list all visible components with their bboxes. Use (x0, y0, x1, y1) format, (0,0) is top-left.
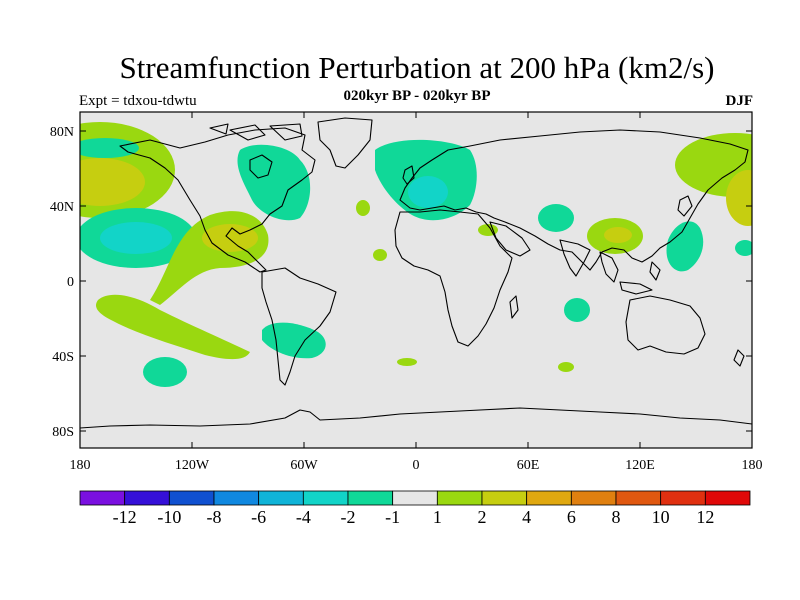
colorbar-swatch (570, 490, 617, 506)
contour-region (558, 362, 574, 372)
lat-tick-label: 80S (52, 425, 74, 440)
contour-region (408, 176, 448, 208)
lon-tick-label: 120W (175, 458, 210, 473)
axes: 80N 40N 0 40S 80S 180 120W 60W 0 60E 120E 180 (50, 112, 763, 473)
coastline-madagascar (509, 295, 519, 319)
colorbar-label: 2 (478, 507, 487, 527)
colorbar-label: -6 (251, 507, 266, 527)
lon-tick-label: 180 (742, 458, 763, 473)
lon-tick-label: 0 (413, 458, 420, 473)
contour-region (202, 224, 258, 252)
colorbar-swatch (436, 490, 483, 506)
colorbar-label: -8 (207, 507, 222, 527)
colorbar-swatch (660, 490, 706, 506)
contour-region (564, 298, 590, 322)
contour-region (100, 222, 172, 254)
colorbar-swatch (213, 490, 260, 506)
coastline-new-zealand (733, 349, 745, 367)
colorbar-swatch (615, 490, 662, 506)
colorbar-swatch (258, 490, 304, 506)
contour-region (262, 322, 326, 359)
colorbar-swatch (302, 490, 349, 506)
contour-region (735, 240, 752, 256)
coastline-arctic-islands (209, 123, 303, 141)
colorbar-swatch (79, 490, 126, 506)
contour-region (604, 227, 632, 243)
coastline-india (559, 239, 591, 277)
map-title: Streamfunction Perturbation at 200 hPa (… (119, 50, 715, 85)
coastline-south-america (261, 267, 337, 386)
lat-tick-label: 0 (67, 275, 74, 290)
colorbar: -12 -10 -8 -6 -4 -2 -1 1 2 4 6 8 10 12 (79, 490, 751, 527)
colorbar-swatch (481, 490, 528, 506)
lon-tick-label: 120E (625, 458, 655, 473)
colorbar-swatch (347, 490, 394, 506)
coastline-antarctica (80, 407, 752, 429)
contour-region (80, 158, 145, 206)
colorbar-label: 4 (522, 507, 531, 527)
colorbar-swatch (168, 490, 215, 506)
coastline-africa (394, 209, 513, 347)
coastline-australia (625, 295, 706, 355)
coastline-eurasia (399, 129, 749, 271)
lon-tick-label: 180 (70, 458, 91, 473)
contour-region (397, 358, 417, 366)
colorbar-swatch (124, 490, 170, 506)
coastlines (80, 117, 752, 429)
contour-region (80, 138, 139, 158)
colorbar-swatch (392, 490, 438, 506)
map-subtitle: 020kyr BP - 020kyr BP (343, 88, 491, 104)
colorbar-label: -4 (296, 507, 311, 527)
colorbar-swatch (704, 490, 751, 506)
colorbar-label: 12 (696, 507, 714, 527)
contour-region (95, 294, 250, 360)
coastline-hudson-bay (249, 154, 273, 179)
season-label: DJF (725, 93, 754, 109)
colorbar-swatch (526, 490, 572, 506)
lon-tick-label: 60E (517, 458, 540, 473)
coastline-north-america (119, 127, 316, 273)
contour-region (356, 200, 370, 216)
colorbar-label: 6 (567, 507, 576, 527)
coastline-british-isles (402, 165, 415, 185)
lat-tick-label: 40S (52, 350, 74, 365)
contour-region (373, 249, 387, 261)
contour-region (237, 144, 311, 221)
colorbar-label: 10 (652, 507, 670, 527)
lon-tick-label: 60W (290, 458, 318, 473)
coastline-japan (677, 195, 693, 217)
colorbar-label: -10 (157, 507, 181, 527)
coastline-arabia (489, 221, 531, 257)
colorbar-label: -1 (385, 507, 400, 527)
colorbar-label: -12 (113, 507, 137, 527)
coastline-greenland (317, 117, 373, 169)
colorbar-label: -2 (341, 507, 356, 527)
lat-tick-label: 40N (50, 200, 74, 215)
coastline-southeast-asia (599, 251, 661, 295)
colorbar-label: 8 (612, 507, 621, 527)
contour-fill-layer (80, 122, 752, 387)
experiment-label: Expt = tdxou-tdwtu (79, 93, 197, 109)
contour-region (143, 357, 187, 387)
contour-region (666, 221, 704, 272)
contour-region (538, 204, 574, 232)
contour-region (726, 170, 752, 226)
lat-tick-label: 80N (50, 125, 74, 140)
colorbar-label: 1 (433, 507, 442, 527)
